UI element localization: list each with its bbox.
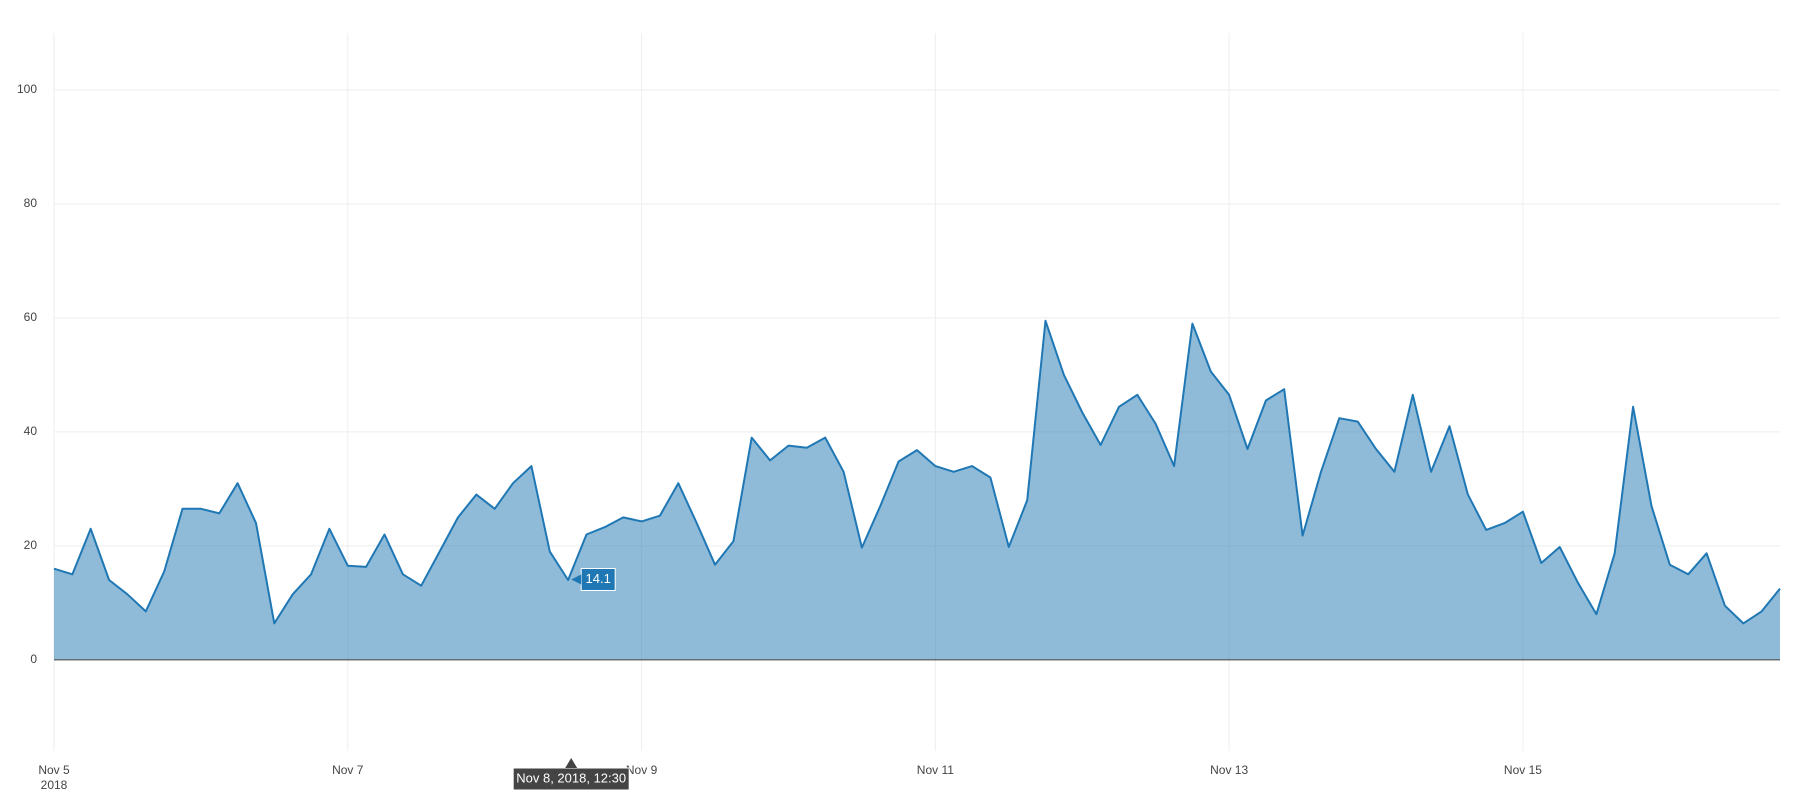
x-tick-label: Nov 11: [917, 763, 954, 777]
hover-value-arrow: [571, 574, 582, 585]
y-tick-label: 40: [24, 424, 38, 438]
x-tick-label: Nov 5: [38, 763, 70, 777]
x-tick-label: Nov 13: [1210, 763, 1248, 777]
y-tick-label: 60: [24, 310, 38, 324]
y-tick-label: 100: [17, 82, 37, 96]
hover-x-label: Nov 8, 2018, 12:30: [516, 770, 626, 785]
y-tick-label: 0: [30, 652, 37, 666]
area-line: [53, 319, 1781, 625]
hover-tooltip: 14.1 Nov 8, 2018, 12:30: [512, 567, 630, 791]
x-tick-label: Nov 9: [626, 763, 658, 777]
y-tick-label: 20: [24, 538, 38, 552]
area-fill: [54, 320, 1780, 660]
hover-value-label: 14.1: [586, 571, 611, 586]
y-tick-label: 80: [24, 196, 38, 210]
x-tick-label: Nov 7: [332, 763, 364, 777]
hover-x-arrow: [565, 758, 578, 768]
x-tick-year: 2018: [41, 778, 68, 792]
x-tick-label: Nov 15: [1504, 763, 1542, 777]
